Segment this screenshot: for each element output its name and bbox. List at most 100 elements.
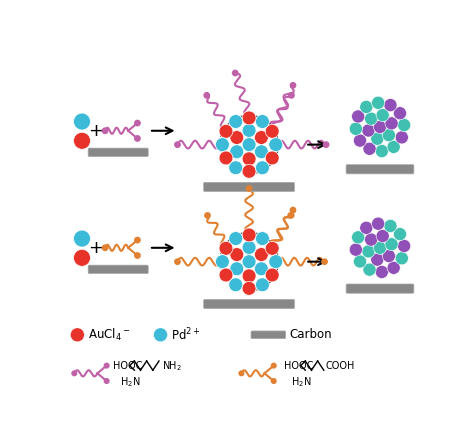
- Circle shape: [384, 220, 397, 233]
- Circle shape: [242, 269, 256, 283]
- Circle shape: [230, 248, 244, 262]
- Circle shape: [290, 207, 296, 213]
- Circle shape: [242, 281, 256, 295]
- Circle shape: [323, 142, 329, 147]
- Circle shape: [255, 262, 268, 276]
- Circle shape: [374, 121, 386, 134]
- Circle shape: [255, 130, 268, 144]
- Circle shape: [219, 268, 233, 282]
- Circle shape: [204, 93, 210, 98]
- Circle shape: [269, 255, 283, 269]
- Circle shape: [393, 107, 407, 120]
- Circle shape: [230, 262, 244, 276]
- Circle shape: [393, 228, 407, 241]
- Circle shape: [73, 132, 91, 149]
- FancyBboxPatch shape: [346, 284, 414, 293]
- Circle shape: [385, 117, 398, 130]
- Circle shape: [362, 124, 375, 137]
- Circle shape: [104, 363, 109, 368]
- Circle shape: [175, 259, 180, 264]
- Circle shape: [71, 328, 84, 342]
- Text: COOH: COOH: [325, 361, 355, 370]
- Circle shape: [383, 129, 395, 142]
- Circle shape: [135, 136, 140, 141]
- Circle shape: [230, 130, 244, 144]
- Circle shape: [272, 379, 276, 383]
- Circle shape: [363, 263, 376, 276]
- FancyBboxPatch shape: [88, 265, 148, 274]
- Circle shape: [269, 138, 283, 151]
- Circle shape: [354, 255, 366, 268]
- Circle shape: [175, 142, 180, 147]
- Circle shape: [219, 151, 233, 165]
- Circle shape: [242, 228, 256, 242]
- Circle shape: [72, 371, 77, 375]
- Text: Pd$^{2+}$: Pd$^{2+}$: [171, 327, 201, 343]
- Circle shape: [374, 241, 386, 254]
- Circle shape: [385, 238, 398, 251]
- Circle shape: [255, 232, 269, 246]
- Circle shape: [229, 161, 243, 175]
- Circle shape: [372, 217, 385, 230]
- Circle shape: [216, 255, 229, 269]
- Circle shape: [349, 122, 363, 135]
- Circle shape: [395, 252, 409, 265]
- Circle shape: [242, 152, 256, 166]
- Circle shape: [230, 145, 244, 159]
- Circle shape: [255, 161, 269, 175]
- Circle shape: [242, 138, 256, 151]
- Circle shape: [371, 132, 384, 145]
- Circle shape: [289, 93, 294, 98]
- Circle shape: [205, 213, 210, 218]
- Circle shape: [265, 268, 279, 282]
- Text: NH$_2$: NH$_2$: [162, 359, 182, 372]
- Circle shape: [73, 230, 91, 247]
- Circle shape: [375, 265, 388, 279]
- FancyBboxPatch shape: [346, 165, 414, 174]
- Circle shape: [387, 261, 400, 274]
- Circle shape: [272, 363, 276, 368]
- Circle shape: [371, 253, 384, 266]
- Text: H$_2$N: H$_2$N: [291, 375, 311, 389]
- Circle shape: [360, 221, 373, 234]
- Text: Carbon: Carbon: [289, 328, 332, 341]
- Circle shape: [265, 151, 279, 165]
- Circle shape: [154, 328, 167, 342]
- Circle shape: [242, 164, 256, 178]
- Circle shape: [135, 121, 140, 126]
- Circle shape: [229, 278, 243, 292]
- Circle shape: [322, 259, 327, 264]
- Text: AuCl$_4$$^-$: AuCl$_4$$^-$: [88, 327, 130, 343]
- Text: +: +: [88, 239, 103, 257]
- Circle shape: [376, 108, 389, 122]
- Circle shape: [102, 245, 108, 250]
- Circle shape: [360, 100, 373, 113]
- Circle shape: [383, 250, 395, 263]
- Circle shape: [216, 138, 229, 151]
- Circle shape: [135, 253, 140, 258]
- Circle shape: [365, 233, 378, 246]
- Circle shape: [242, 241, 256, 254]
- Circle shape: [265, 241, 279, 255]
- Circle shape: [229, 232, 243, 246]
- Circle shape: [376, 229, 389, 242]
- FancyBboxPatch shape: [204, 299, 294, 309]
- Circle shape: [242, 124, 256, 138]
- Circle shape: [229, 115, 243, 129]
- Circle shape: [239, 371, 244, 375]
- Circle shape: [352, 110, 365, 123]
- FancyBboxPatch shape: [88, 148, 148, 156]
- Text: HOOC: HOOC: [284, 361, 313, 370]
- Circle shape: [246, 186, 252, 191]
- Circle shape: [363, 142, 376, 155]
- Circle shape: [255, 278, 269, 292]
- Circle shape: [135, 237, 140, 243]
- Circle shape: [255, 248, 268, 262]
- Circle shape: [233, 70, 238, 76]
- Circle shape: [362, 245, 375, 258]
- Circle shape: [102, 128, 108, 134]
- Circle shape: [395, 131, 409, 144]
- Circle shape: [352, 231, 365, 244]
- Text: +: +: [88, 122, 103, 140]
- Circle shape: [265, 125, 279, 138]
